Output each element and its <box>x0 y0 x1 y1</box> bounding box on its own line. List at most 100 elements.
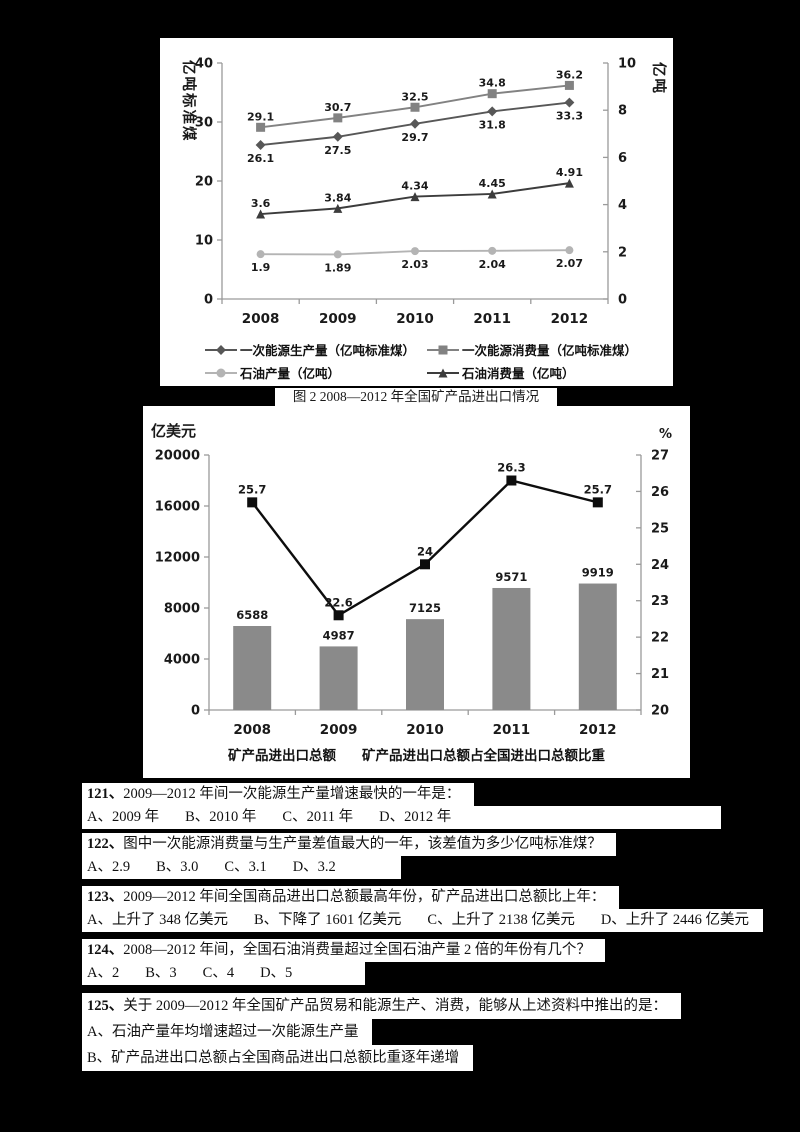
legend-label: 一次能源生产量（亿吨标准煤） <box>240 344 416 358</box>
question-number: 122、 <box>87 836 124 852</box>
minerals-chart-panel: 20000 16000 12000 8000 4000 0 27 26 25 24 23 22 21 20… <box>143 406 690 778</box>
data-label: 26.1 <box>247 152 274 165</box>
bar-value-label: 9571 <box>495 570 527 584</box>
question-stem: 123、2009—2012 年间全国商品进出口总额最高年份，矿产品进出口总额比上… <box>82 886 620 909</box>
x-axis-year-label: 2012 <box>551 311 589 327</box>
data-label: 3.84 <box>324 191 351 204</box>
option: B、3 <box>145 965 177 981</box>
line-value-label: 25.7 <box>238 482 266 496</box>
left-axis-tick-label: 8000 <box>164 602 200 617</box>
ratio-line-series: 25.7 22.6 24 26.3 25.7 <box>238 461 612 621</box>
right-axis-tick-label: 6 <box>618 151 627 166</box>
data-label: 4.91 <box>556 166 583 179</box>
left-axis-tick-label: 4000 <box>164 653 200 668</box>
minerals-chart-legend: 矿产品进出口总额 矿产品进出口总额占全国进出口总额比重 <box>143 744 690 764</box>
legend-item: 矿产品进出口总额 <box>228 744 336 764</box>
question-121: 121、2009—2012 年间一次能源生产量增速最快的一年是： A、2009 年… <box>82 783 721 829</box>
line-value-label: 24 <box>417 544 433 558</box>
energy-chart-panel: 40 30 20 10 0 10 8 6 4 2 0 亿吨标准煤 亿吨 2008 2009 2010 2011 2… <box>160 38 673 386</box>
question-number: 125、 <box>87 998 124 1014</box>
legend-label: 一次能源消费量（亿吨标准煤） <box>462 344 638 358</box>
options-row: A、2.9 B、3.0 C、3.1 D、3.2 <box>82 856 401 879</box>
legend-item: 一次能源消费量（亿吨标准煤） <box>426 340 637 359</box>
data-label: 36.2 <box>556 68 583 81</box>
left-axis-tick-label: 40 <box>195 57 213 72</box>
left-axis-tick-label: 20000 <box>155 449 200 464</box>
data-label: 4.45 <box>479 177 506 190</box>
x-axis-year-label: 2009 <box>320 722 358 738</box>
x-axis-year-label: 2011 <box>493 722 531 738</box>
right-axis-tick-label: 27 <box>651 449 669 464</box>
data-label: 1.89 <box>324 261 351 274</box>
question-122: 122、图中一次能源消费量与生产量差值最大的一年，该差值为多少亿吨标准煤？ A、2… <box>82 833 616 879</box>
left-axis-tick-label: 12000 <box>155 551 200 566</box>
bar-value-label: 6588 <box>236 608 268 622</box>
data-label: 4.34 <box>401 180 428 193</box>
options-row: A、2 B、3 C、4 D、5 <box>82 962 365 985</box>
options-row: A、2009 年 B、2010 年 C、2011 年 D、2012 年 <box>82 806 721 829</box>
option: C、3.1 <box>224 859 267 875</box>
series-diamond: 26.1 27.5 29.7 31.8 33.3 <box>247 97 583 165</box>
x-axis-year-label: 2012 <box>579 722 617 738</box>
x-axis-year-label: 2011 <box>473 311 511 327</box>
line-value-label: 22.6 <box>324 595 352 609</box>
option: D、5 <box>260 965 293 981</box>
option: B、下降了 1601 亿美元 <box>253 912 402 928</box>
left-axis-tick-label: 30 <box>195 116 213 131</box>
option: D、3.2 <box>292 859 336 875</box>
option: B、3.0 <box>156 859 199 875</box>
x-axis-year-label: 2010 <box>396 311 434 327</box>
right-axis-tick-label: 25 <box>651 521 669 536</box>
legend-item: 石油产量（亿吨） <box>204 363 422 382</box>
data-label: 2.03 <box>401 258 428 271</box>
data-label: 2.07 <box>556 257 583 270</box>
bar-value-label: 4987 <box>323 628 355 642</box>
option: C、2011 年 <box>282 809 354 825</box>
series-square: 29.1 30.7 32.5 34.8 36.2 <box>247 68 583 132</box>
x-axis-year-label: 2009 <box>319 311 357 327</box>
question-text: 2009—2012 年间一次能源生产量增速最快的一年是： <box>123 786 461 802</box>
question-text: 2009—2012 年间全国商品进出口总额最高年份，矿产品进出口总额比上年： <box>123 889 606 905</box>
option: B、矿产品进出口总额占全国商品进出口总额比重逐年递增 <box>82 1045 474 1071</box>
option: C、4 <box>202 965 235 981</box>
question-text: 关于 2009—2012 年全国矿产品贸易和能源生产、消费，能够从上述资料中推出… <box>123 998 667 1014</box>
option: A、2 <box>87 965 120 981</box>
data-label: 27.5 <box>324 144 351 157</box>
x-axis-year-label: 2010 <box>406 722 444 738</box>
figure2-caption: 图 2 2008—2012 年全国矿产品进出口情况 <box>275 388 557 406</box>
legend-label: 矿产品进出口总额占全国进出口总额比重 <box>362 748 605 763</box>
diamond-legend-icon <box>205 344 237 355</box>
question-stem: 121、2009—2012 年间一次能源生产量增速最快的一年是： <box>82 783 475 806</box>
circle-legend-icon <box>205 368 237 377</box>
bar-value-label: 9919 <box>582 566 614 580</box>
question-124: 124、2008—2012 年间，全国石油消费量超过全国石油产量 2 倍的年份有… <box>82 939 605 985</box>
option: D、2012 年 <box>379 809 452 825</box>
right-axis-tick-label: 24 <box>651 558 669 573</box>
question-number: 124、 <box>87 942 124 958</box>
question-stem: 124、2008—2012 年间，全国石油消费量超过全国石油产量 2 倍的年份有… <box>82 939 605 962</box>
data-label: 3.6 <box>251 197 271 210</box>
options-row: A、上升了 348 亿美元 B、下降了 1601 亿美元 C、上升了 2138 亿美… <box>82 909 764 932</box>
right-axis-tick-label: 21 <box>651 667 669 682</box>
square-legend-icon <box>427 345 459 354</box>
legend-label: 矿产品进出口总额 <box>228 748 336 763</box>
legend-label: 石油产量（亿吨） <box>240 367 341 381</box>
bar-series: 6588 4987 7125 9571 9919 <box>233 566 617 710</box>
right-axis-tick-label: 26 <box>651 485 669 500</box>
question-text: 2008—2012 年间，全国石油消费量超过全国石油产量 2 倍的年份有几个？ <box>123 942 591 958</box>
left-axis-title: 亿吨标准煤 <box>180 60 198 143</box>
question-123: 123、2009—2012 年间全国商品进出口总额最高年份，矿产品进出口总额比上… <box>82 886 764 932</box>
right-axis-tick-label: 0 <box>618 293 627 308</box>
right-axis-tick-label: 22 <box>651 631 669 646</box>
legend-item: 一次能源生产量（亿吨标准煤） <box>204 340 422 359</box>
data-label: 31.8 <box>479 118 506 131</box>
data-label: 2.04 <box>479 258 506 271</box>
option: A、2009 年 <box>87 809 160 825</box>
data-label: 1.9 <box>251 261 271 274</box>
data-label: 33.3 <box>556 110 583 123</box>
question-number: 121、 <box>87 786 124 802</box>
line-value-label: 26.3 <box>497 461 525 475</box>
option: D、上升了 2446 亿美元 <box>600 912 750 928</box>
